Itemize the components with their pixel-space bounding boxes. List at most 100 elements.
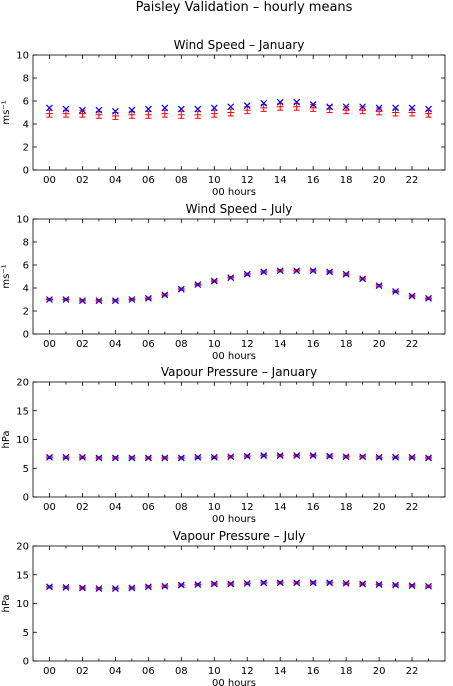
x-marker-point: [276, 452, 284, 460]
x-tick-label: 10: [208, 666, 221, 677]
x-marker-point: [227, 453, 235, 461]
x-marker-point: [95, 585, 103, 592]
x-tick-label: 16: [307, 502, 320, 513]
y-tick-label: 4: [23, 284, 29, 295]
x-tick-label: 06: [142, 175, 155, 186]
x-tick-label: 00: [43, 502, 56, 513]
x-marker-point: [359, 103, 367, 111]
x-marker-point: [161, 104, 169, 112]
x-marker-point: [342, 270, 350, 278]
x-marker-point: [375, 453, 383, 461]
x-marker-point: [111, 107, 119, 115]
x-marker-point: [309, 452, 317, 460]
x-marker-point: [46, 296, 53, 303]
x-axis-label: 00 hours: [212, 351, 256, 362]
plot-frame: [32, 381, 446, 498]
x-tick-label: 02: [76, 339, 89, 350]
x-marker-point: [144, 583, 152, 591]
y-tick-label: 0: [23, 493, 29, 504]
x-marker-point: [95, 297, 103, 305]
x-marker-point: [392, 581, 399, 589]
panel-3: Vapour Pressure – January 0 5 10 15 20 00 02 04 0…: [1, 365, 446, 525]
x-marker-point: [62, 296, 70, 303]
x-marker-point: [392, 453, 399, 461]
x-marker-point: [161, 291, 169, 299]
x-marker-point: [128, 106, 136, 114]
x-marker-point: [293, 98, 301, 106]
x-marker-point: [359, 580, 367, 588]
x-marker-point: [62, 453, 70, 461]
x-tick-label: 08: [175, 666, 188, 677]
x-tick-label: 00: [43, 666, 56, 677]
x-marker-point: [227, 580, 235, 588]
x-marker-point: [392, 104, 399, 112]
x-marker-point: [392, 288, 399, 295]
x-tick-label: 12: [241, 339, 254, 350]
y-tick-label: 4: [23, 120, 29, 131]
x-marker-point: [293, 579, 301, 587]
y-tick-label: 15: [16, 406, 29, 417]
x-marker-point: [177, 105, 185, 113]
x-marker-point: [210, 104, 218, 112]
x-marker-point: [111, 297, 119, 305]
y-tick-label: 0: [23, 330, 29, 341]
y-tick-label: 5: [23, 464, 29, 475]
x-marker-point: [326, 268, 334, 276]
x-tick-label: 22: [406, 339, 419, 350]
x-tick-label: 14: [274, 175, 287, 186]
x-marker-point: [276, 579, 284, 587]
x-marker-point: [408, 582, 416, 590]
panel-title: Vapour Pressure – January: [161, 365, 317, 379]
y-tick-label: 8: [23, 74, 29, 85]
x-tick-label: 08: [175, 502, 188, 513]
x-tick-label: 18: [340, 175, 353, 186]
x-tick-label: 12: [241, 175, 254, 186]
x-marker-point: [144, 294, 152, 302]
y-tick-label: 5: [23, 628, 29, 639]
x-tick-label: 02: [76, 175, 89, 186]
figure-title: Paisley Validation – hourly means: [136, 0, 353, 15]
x-marker-point: [79, 584, 86, 592]
x-axis-label: 00 hours: [212, 514, 256, 525]
x-marker-point: [210, 453, 218, 461]
x-marker-point: [425, 294, 432, 302]
x-marker-point: [95, 454, 103, 462]
x-marker-point: [62, 105, 70, 113]
x-tick-label: 04: [109, 339, 122, 350]
x-tick-label: 00: [43, 175, 56, 186]
x-marker-point: [177, 581, 185, 589]
x-marker-point: [359, 453, 367, 461]
x-tick-label: 22: [406, 666, 419, 677]
x-tick-label: 22: [406, 175, 419, 186]
x-marker-point: [375, 282, 383, 290]
x-marker-point: [46, 583, 53, 591]
x-marker-point: [111, 585, 119, 592]
x-tick-label: 20: [373, 502, 386, 513]
y-axis-label: hPa: [1, 430, 12, 448]
y-axis-label: ms⁻¹: [1, 100, 12, 124]
x-marker-point: [342, 103, 350, 111]
x-marker-point: [161, 454, 169, 462]
x-tick-label: 06: [142, 339, 155, 350]
x-tick-label: 04: [109, 666, 122, 677]
x-marker-point: [161, 582, 169, 590]
x-marker-point: [128, 296, 136, 303]
x-marker-point: [309, 267, 317, 275]
x-marker-point: [46, 104, 53, 112]
x-tick-label: 16: [307, 666, 320, 677]
x-marker-point: [62, 583, 70, 591]
x-tick-label: 12: [241, 666, 254, 677]
x-marker-point: [210, 277, 218, 285]
x-marker-point: [177, 285, 185, 293]
panel-4: Vapour Pressure – July 0 5 10 15 20 00 02 04 06 08…: [1, 529, 446, 686]
x-tick-label: 16: [307, 175, 320, 186]
x-tick-label: 18: [340, 339, 353, 350]
panel-title: Wind Speed – January: [174, 38, 305, 52]
x-tick-label: 16: [307, 339, 320, 350]
y-tick-label: 10: [16, 435, 29, 446]
y-tick-label: 8: [23, 238, 29, 249]
x-marker-point: [227, 274, 235, 282]
y-tick-label: 10: [16, 599, 29, 610]
plot-frame: [32, 54, 446, 171]
x-marker-point: [46, 453, 53, 461]
